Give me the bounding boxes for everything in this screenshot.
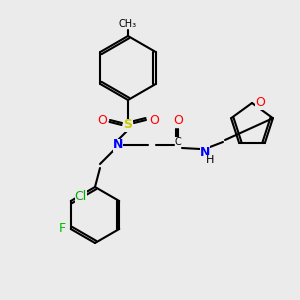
Text: O: O	[149, 113, 159, 127]
Text: Cl: Cl	[75, 190, 87, 202]
Text: N: N	[200, 146, 210, 158]
Text: O: O	[255, 97, 265, 110]
Text: S: S	[124, 118, 133, 131]
Text: O: O	[173, 115, 183, 128]
Text: CH₃: CH₃	[119, 19, 137, 29]
Text: C: C	[175, 137, 182, 147]
Text: N: N	[113, 139, 123, 152]
Text: F: F	[59, 223, 66, 236]
Text: O: O	[97, 113, 107, 127]
Text: H: H	[206, 155, 214, 165]
